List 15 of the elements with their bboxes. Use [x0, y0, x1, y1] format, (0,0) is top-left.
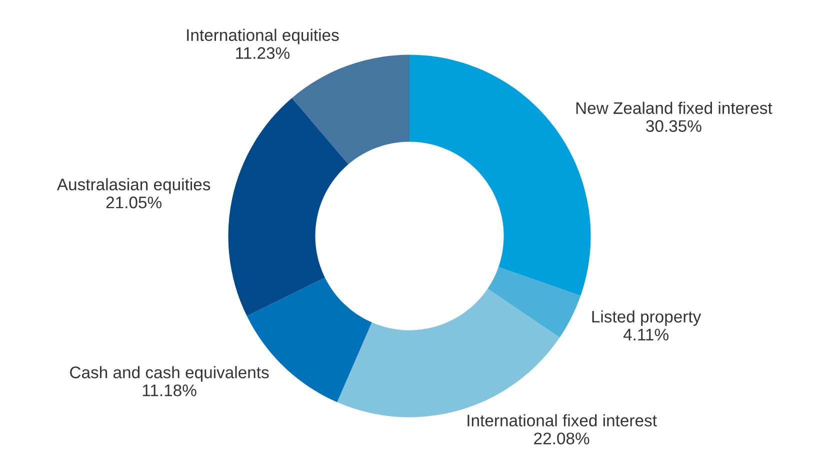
data-label: 21.05%: [106, 196, 162, 208]
slice-label: New Zealand fixed interest: [576, 102, 772, 114]
data-label: 4.11%: [623, 328, 668, 340]
donut-slice: [488, 267, 581, 338]
slice-label: Australasian equities: [56, 178, 210, 194]
donut-slice: [292, 54, 410, 164]
donut-slice: [228, 98, 348, 316]
data-label: 30.35%: [646, 120, 702, 132]
slice-label: International fixed interest: [468, 414, 657, 426]
data-label: 22.08%: [534, 432, 590, 444]
data-label: 11.18%: [142, 384, 196, 396]
slice-label: Cash and cash equivalents: [70, 366, 269, 382]
slice-label: International equities: [187, 28, 339, 44]
slice-label: Listed property: [592, 310, 702, 326]
data-label: 11.23%: [236, 47, 290, 59]
